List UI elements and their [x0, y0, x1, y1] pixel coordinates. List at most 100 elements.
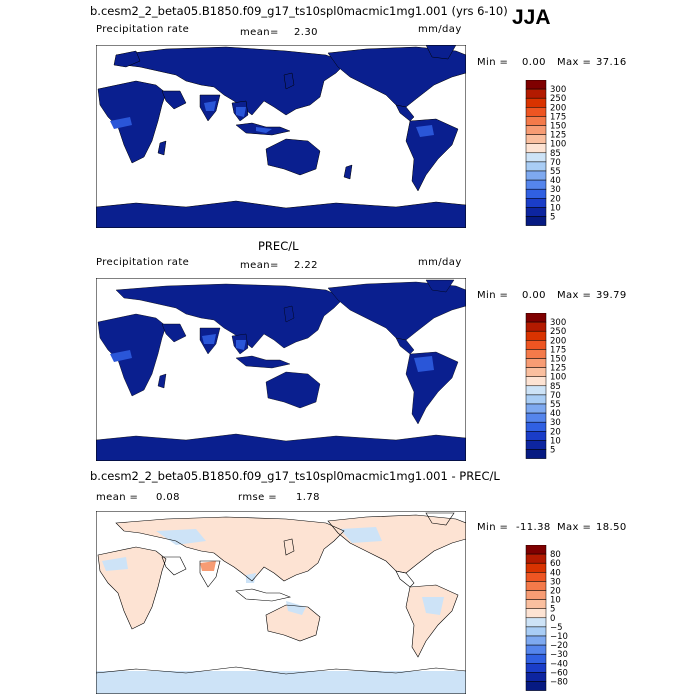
- panel2-colorbar-level-label: 150: [550, 355, 566, 365]
- panel2-colorbar-swatch: [525, 321, 547, 332]
- panel3-colorbar-swatch: [525, 553, 547, 564]
- panel2-colorbar-level-label: 70: [550, 391, 561, 401]
- panel3-colorbar-level-label: 80: [550, 550, 561, 560]
- model-title: b.cesm2_2_beta05.B1850.f09_g17_ts10spl0m…: [90, 4, 508, 18]
- panel2-field: Precipitation rate: [96, 257, 190, 268]
- panel1-colorbar-swatch: [525, 216, 547, 226]
- panel2-units: mm/day: [418, 257, 462, 268]
- panel1-colorbar-swatch: [525, 143, 547, 154]
- panel2-colorbar-level-label: 10: [550, 436, 561, 446]
- panel2-colorbar-level-label: 55: [550, 400, 561, 410]
- panel3-colorbar-level-label: 10: [550, 596, 561, 606]
- panel3-colorbar-level-label: 40: [550, 568, 561, 578]
- panel3-colorbar-swatch: [525, 545, 547, 555]
- panel3-colorbar-level-label: −30: [550, 650, 568, 660]
- panel1-colorbar-level-label: 200: [550, 103, 566, 113]
- panel3-colorbar-swatch: [525, 681, 547, 691]
- panel3-rmse-value: 1.78: [296, 492, 320, 503]
- panel1-map: [96, 45, 466, 228]
- panel2-colorbar-level-label: 175: [550, 345, 566, 355]
- panel2-colorbar-level-label: 40: [550, 409, 561, 419]
- panel3-colorbar-level-label: −20: [550, 641, 568, 651]
- panel2-mean-label: mean=: [240, 260, 279, 271]
- panel1-colorbar-swatch: [525, 198, 547, 208]
- panel1-colorbar-swatch: [525, 134, 547, 144]
- panel3-colorbar-level-label: 60: [550, 559, 561, 569]
- panel1-colorbar-swatch: [525, 152, 547, 163]
- panel1-colorbar-level-label: 55: [550, 167, 561, 177]
- panel3-colorbar-level-label: 0: [550, 614, 555, 624]
- panel2-colorbar-swatch: [525, 421, 547, 432]
- panel3-rmse-label: rmse =: [238, 492, 277, 503]
- panel1-max-label: Max =: [557, 57, 592, 68]
- panel3-colorbar-swatch: [525, 672, 547, 682]
- panel1-colorbar-level-label: 85: [550, 149, 561, 159]
- panel3-colorbar-swatch: [525, 626, 547, 637]
- panel2-colorbar-level-label: 125: [550, 364, 566, 374]
- panel2-colorbar-swatch: [525, 394, 547, 405]
- panel1-colorbar-swatch: [525, 97, 547, 108]
- panel3-colorbar-level-label: −5: [550, 623, 563, 633]
- panel1-field: Precipitation rate: [96, 24, 190, 35]
- panel2-colorbar-level-label: 250: [550, 327, 566, 337]
- panel2-min-label: Min =: [477, 290, 509, 301]
- panel1-colorbar-level-label: 70: [550, 158, 561, 168]
- panel2-colorbar-swatch: [525, 367, 547, 377]
- panel3-colorbar-swatch: [525, 644, 547, 655]
- panel1-colorbar-swatch: [525, 88, 547, 99]
- panel2-map: [96, 278, 466, 461]
- panel2-mean-value: 2.22: [294, 260, 318, 271]
- panel3-colorbar-level-label: 20: [550, 587, 561, 597]
- panel3-colorbar-swatch: [525, 572, 547, 582]
- panel3-max-label: Max =: [557, 522, 592, 533]
- panel1-min-label: Min =: [477, 57, 509, 68]
- panel1-mean-label: mean=: [240, 27, 279, 38]
- panel3-colorbar-swatch: [525, 608, 547, 619]
- panel2-colorbar-swatch: [525, 358, 547, 368]
- panel3-colorbar-swatch: [525, 663, 547, 673]
- panel2-colorbar-level-label: 85: [550, 382, 561, 392]
- panel1-colorbar-swatch: [525, 80, 547, 90]
- panel3-colorbar-level-label: 5: [550, 605, 555, 615]
- panel3-colorbar-swatch: [525, 590, 547, 600]
- panel3-colorbar-swatch: [525, 581, 547, 591]
- panel2-colorbar-level-label: 30: [550, 418, 561, 428]
- panel3-max-value: 18.50: [596, 522, 627, 533]
- panel3-mean-value: 0.08: [156, 492, 180, 503]
- panel1-colorbar-swatch: [525, 125, 547, 135]
- panel3-min-label: Min =: [477, 522, 509, 533]
- panel3-title: b.cesm2_2_beta05.B1850.f09_g17_ts10spl0m…: [90, 469, 500, 483]
- season-label: JJA: [512, 6, 551, 29]
- panel1-colorbar-swatch: [525, 107, 547, 117]
- panel1-units: mm/day: [418, 24, 462, 35]
- panel2-colorbar-swatch: [525, 385, 547, 396]
- panel1-colorbar-level-label: 5: [550, 213, 555, 223]
- panel2-colorbar-swatch: [525, 313, 547, 323]
- panel2-colorbar-level-label: 20: [550, 427, 561, 437]
- panel2-colorbar-level-label: 300: [550, 318, 566, 328]
- panel2-max-value: 39.79: [596, 290, 627, 301]
- panel1-colorbar-level-label: 300: [550, 85, 566, 95]
- panel2-colorbar-swatch: [525, 440, 547, 450]
- panel2-colorbar-level-label: 5: [550, 446, 555, 456]
- panel3-colorbar-level-label: −60: [550, 668, 568, 678]
- panel1-colorbar-level-label: 10: [550, 203, 561, 213]
- panel3-colorbar-swatch: [525, 653, 547, 664]
- panel1-colorbar-swatch: [525, 188, 547, 199]
- panel1-colorbar-level-label: 250: [550, 94, 566, 104]
- panel3-colorbar-level-label: 30: [550, 577, 561, 587]
- panel1-colorbar-level-label: 40: [550, 176, 561, 186]
- panel1-mean-value: 2.30: [294, 27, 318, 38]
- panel3-map: [96, 511, 466, 694]
- panel2-colorbar-swatch: [525, 431, 547, 441]
- panel2-title: PREC/L: [258, 239, 299, 253]
- panel3-colorbar-level-label: −80: [550, 678, 568, 688]
- panel1-colorbar-swatch: [525, 179, 547, 190]
- panel1-colorbar-swatch: [525, 161, 547, 172]
- panel2-colorbar-swatch: [525, 449, 547, 459]
- panel2-max-label: Max =: [557, 290, 592, 301]
- panel1-colorbar-level-label: 20: [550, 194, 561, 204]
- panel1-colorbar-level-label: 175: [550, 112, 566, 122]
